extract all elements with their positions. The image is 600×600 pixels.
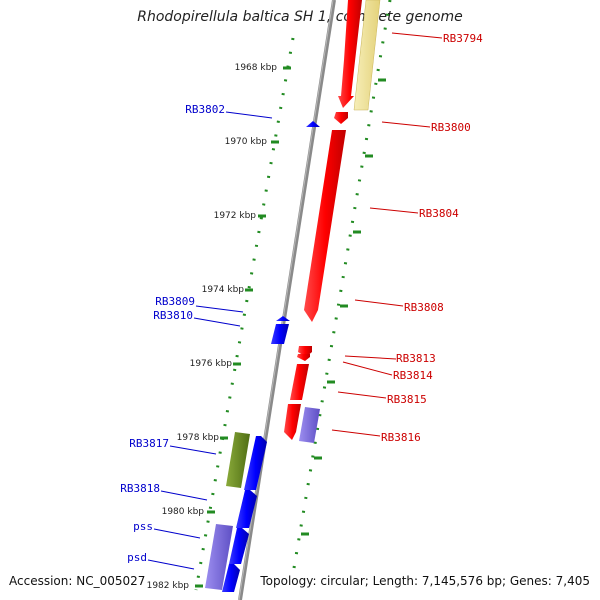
- gene-rb3800[interactable]: [334, 112, 348, 124]
- gene-rb3817-blue[interactable]: [244, 436, 267, 490]
- label-rb3800[interactable]: RB3800: [431, 121, 471, 134]
- rna-feature-purple-lower[interactable]: [205, 524, 233, 590]
- gene-rb3810[interactable]: [271, 324, 289, 344]
- gene-pss[interactable]: [229, 528, 249, 564]
- gene-rb3804-rb3808[interactable]: [304, 130, 346, 322]
- genome-backbone: [238, 0, 336, 600]
- forward-major-ticks: [301, 78, 386, 536]
- gene-psd[interactable]: [222, 564, 240, 592]
- kbp-label-1978: 1978 kbp: [177, 433, 220, 443]
- kbp-label-1980: 1980 kbp: [162, 507, 205, 517]
- major-ticks: [195, 66, 291, 588]
- reverse-tick-track: [194, 37, 295, 591]
- gene-rb3809[interactable]: [276, 316, 290, 321]
- pseudogene-yellow[interactable]: [353, 0, 381, 111]
- label-rb3802[interactable]: RB3802: [185, 103, 225, 116]
- label-rb3817[interactable]: RB3817: [129, 437, 169, 450]
- label-pss[interactable]: pss: [133, 520, 153, 533]
- label-rb3816[interactable]: RB3816: [381, 431, 421, 444]
- label-rb3815[interactable]: RB3815: [387, 393, 427, 406]
- reverse-features: [205, 121, 320, 592]
- gene-rb3816[interactable]: [284, 404, 301, 440]
- kbp-label-1982: 1982 kbp: [147, 581, 190, 591]
- forward-features: [284, 0, 381, 443]
- kbp-label-1968: 1968 kbp: [235, 63, 278, 73]
- rna-feature-purple-upper[interactable]: [299, 407, 320, 443]
- label-rb3818[interactable]: RB3818: [120, 482, 160, 495]
- gene-rb3818[interactable]: [236, 490, 257, 528]
- label-rb3804[interactable]: RB3804: [419, 207, 459, 220]
- kbp-label-1972: 1972 kbp: [214, 211, 257, 221]
- gene-rb3815[interactable]: [290, 364, 309, 400]
- label-rb3809[interactable]: RB3809: [155, 295, 195, 308]
- kbp-label-1970: 1970 kbp: [225, 137, 268, 147]
- label-rb3808[interactable]: RB3808: [404, 301, 444, 314]
- label-psd[interactable]: psd: [127, 551, 147, 564]
- label-rb3810[interactable]: RB3810: [153, 309, 193, 322]
- accession-text: Accession: NC_005027: [9, 574, 146, 588]
- label-rb3794[interactable]: RB3794: [443, 32, 483, 45]
- forward-leaders: [331, 32, 443, 437]
- genome-title: Rhodopirellula baltica SH 1, complete ge…: [137, 9, 463, 25]
- kbp-label-1976: 1976 kbp: [190, 359, 233, 369]
- gene-rb3794[interactable]: [338, 0, 362, 108]
- label-rb3814[interactable]: RB3814: [393, 369, 433, 382]
- label-rb3813[interactable]: RB3813: [396, 352, 436, 365]
- gene-rb3802[interactable]: [306, 121, 320, 127]
- reverse-leaders: [147, 111, 273, 570]
- kbp-label-1974: 1974 kbp: [202, 285, 245, 295]
- gene-rb3814[interactable]: [297, 354, 310, 361]
- topology-text: Topology: circular; Length: 7,145,576 bp…: [260, 574, 590, 588]
- feature-rb3817[interactable]: [226, 432, 250, 488]
